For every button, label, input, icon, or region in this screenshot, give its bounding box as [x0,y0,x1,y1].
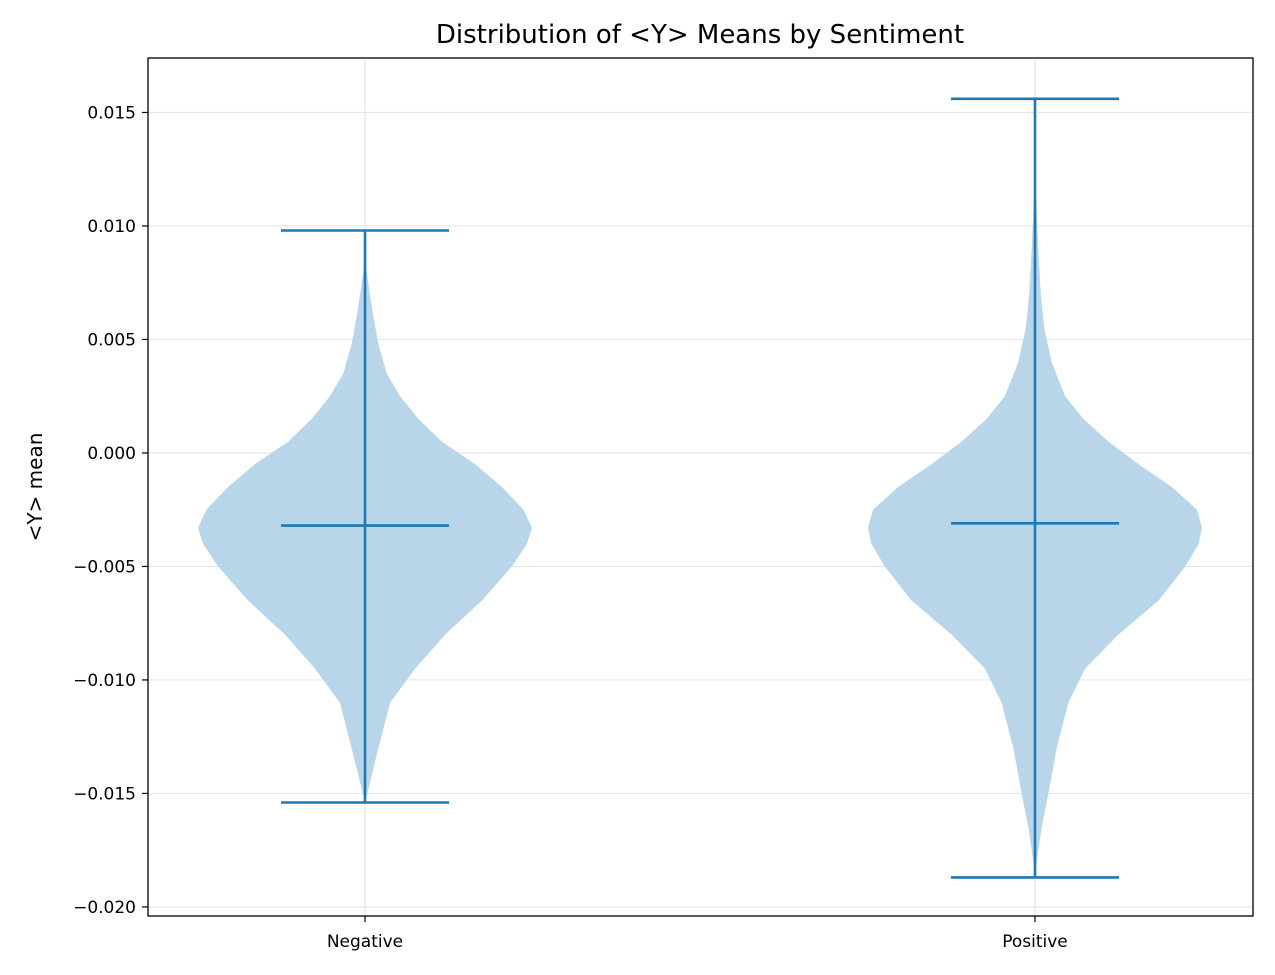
plot-frame [147,57,1254,917]
y-tick-label: −0.015 [73,784,136,804]
y-tick-label: 0.005 [87,330,136,350]
x-tick-label-positive: Positive [1002,932,1068,952]
y-tick-label: −0.020 [73,898,136,918]
violin-positive [868,97,1202,879]
y-tick-label: 0.015 [87,103,136,123]
y-tick-label: −0.010 [73,671,136,691]
y-axis-ticks: 0.015 0.010 0.005 0.000 −0.005 −0.010 −0.015 −0… [73,103,148,918]
y-tick-label: −0.005 [73,557,136,577]
chart-title: Distribution of <Y> Means by Sentiment [436,20,964,50]
violins [198,97,1202,879]
y-axis-label: <Y> mean [23,433,47,542]
y-tick-label: 0.000 [87,444,136,464]
x-tick-label-negative: Negative [327,932,403,952]
y-tick-label: 0.010 [87,217,136,237]
x-axis-ticks: Negative Positive [327,916,1068,952]
violin-negative [198,229,532,804]
